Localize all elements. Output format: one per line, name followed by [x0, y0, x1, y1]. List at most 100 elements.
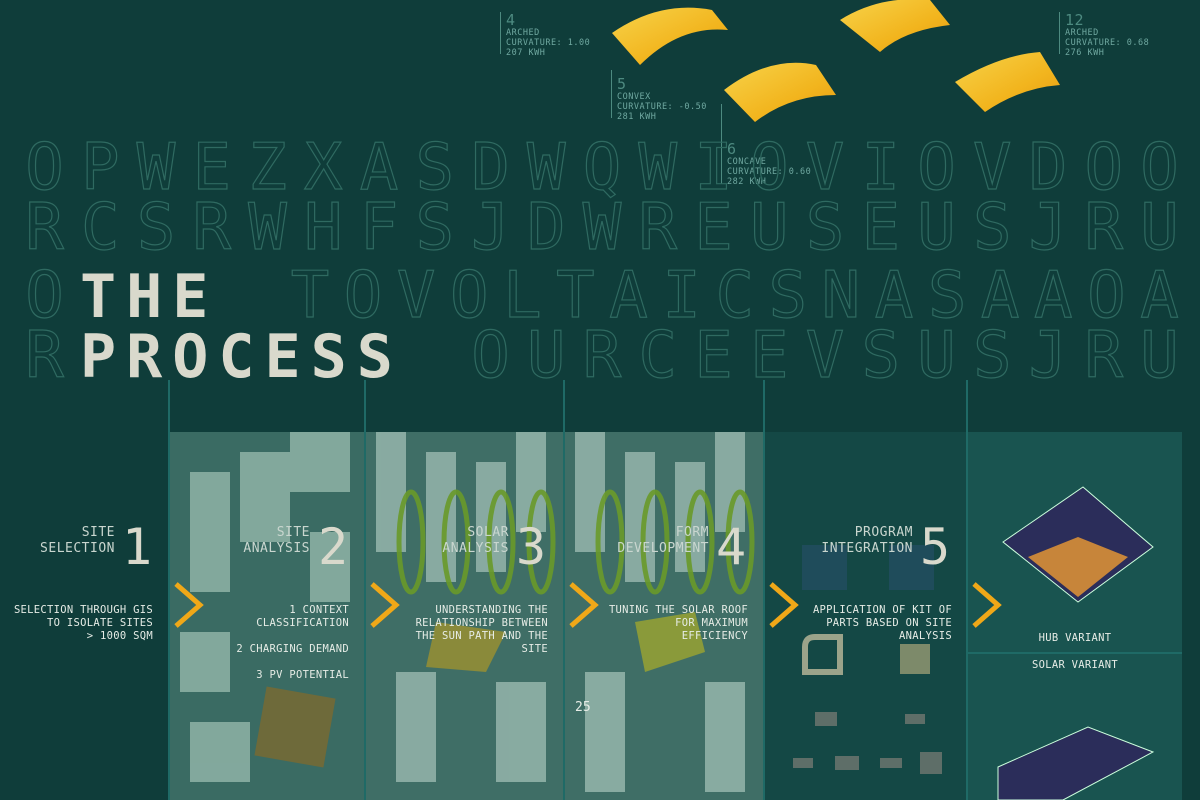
grid-letter: S	[861, 319, 901, 393]
grid-letter: R	[1084, 191, 1124, 265]
grid-letter: O	[471, 319, 511, 393]
grid-letter: D	[1028, 131, 1068, 205]
step-5-number: 5	[920, 518, 951, 576]
map-number-label: 25	[575, 700, 591, 715]
solar-analysis-map	[366, 432, 563, 800]
grid-letter: Q	[582, 131, 622, 205]
grid-letter: R	[1084, 319, 1124, 393]
site-analysis-map	[170, 432, 364, 800]
step-1-name: SITE SELECTION	[40, 525, 115, 556]
panel-5-shape	[724, 62, 836, 122]
grid-letter: R	[25, 191, 65, 265]
grid-letter: W	[136, 131, 176, 205]
solar-panel-variants	[612, 0, 1060, 122]
step-4-number: 4	[716, 518, 747, 576]
grid-letter: S	[972, 319, 1012, 393]
grid-letter: O	[1140, 131, 1180, 205]
grid-letter: S	[972, 191, 1012, 265]
grid-letter: R	[192, 191, 232, 265]
grid-letter: C	[638, 319, 678, 393]
grid-letter: J	[1028, 319, 1068, 393]
step-3-name: SOLAR ANALYSIS	[442, 525, 509, 556]
step-5-name: PROGRAM INTEGRATION	[821, 525, 913, 556]
grid-letter	[412, 324, 457, 388]
grid-letter: N	[821, 259, 861, 333]
grid-letter: W	[248, 191, 288, 265]
grid-letter: E	[694, 319, 734, 393]
grid-letter: I	[861, 131, 901, 205]
grid-letter: O	[343, 259, 383, 333]
step-2-description: 1 CONTEXT CLASSIFICATION 2 CHARGING DEMAND…	[236, 604, 349, 681]
solar-variant-label: SOLAR VARIANT	[1031, 659, 1119, 671]
panel-label-12: 12 ARCHED CURVATURE: 0.68 276 KWH	[1065, 11, 1150, 58]
title-the: THE	[80, 262, 219, 332]
grid-letter: E	[861, 191, 901, 265]
grid-letter: D	[471, 131, 511, 205]
grid-letter: L	[502, 259, 542, 333]
variants-panel: HUB VARIANT SOLAR VARIANT	[968, 432, 1182, 800]
grid-letter: S	[136, 191, 176, 265]
step-4-description: TUNING THE SOLAR ROOF FOR MAXIMUM EFFICIEN…	[608, 604, 748, 642]
grid-letter: S	[768, 259, 808, 333]
grid-letter: E	[749, 319, 789, 393]
grid-letter: A	[1140, 259, 1180, 333]
grid-letter: A	[359, 131, 399, 205]
panel-label-4: 4 ARCHED CURVATURE: 1.00 207 KWH	[506, 11, 591, 58]
panel-label-5: 5 CONVEX CURVATURE: -0.50 281 KWH	[617, 75, 707, 122]
solar-variant-roof	[997, 726, 1155, 800]
chevron-right-icon	[370, 582, 400, 628]
grid-letter: D	[526, 191, 566, 265]
grid-letter: U	[1140, 319, 1180, 393]
grid-letter: O	[749, 131, 789, 205]
step-2-name: SITE ANALYSIS	[243, 525, 310, 556]
grid-letter: U	[917, 319, 957, 393]
grid-letter: O	[449, 259, 489, 333]
grid-letter: S	[805, 191, 845, 265]
grid-letter: C	[715, 259, 755, 333]
chevron-right-icon	[769, 582, 799, 628]
grid-letter: E	[192, 131, 232, 205]
grid-letter: W	[582, 191, 622, 265]
grid-letter: V	[805, 319, 845, 393]
grid-letter: O	[1087, 259, 1127, 333]
grid-letter: S	[927, 259, 967, 333]
chevron-right-icon	[569, 582, 599, 628]
grid-letter: O	[1084, 131, 1124, 205]
grid-letter: R	[638, 191, 678, 265]
panel-label-6: 6 CONCAVE CURVATURE: 0.60 282 KWH	[727, 140, 812, 187]
grid-letter: Z	[248, 131, 288, 205]
step-3-description: UNDERSTANDING THE RELATIONSHIP BETWEEN THE…	[415, 604, 548, 655]
step-3-number: 3	[516, 518, 547, 576]
grid-letter: I	[694, 131, 734, 205]
grid-letter: A	[874, 259, 914, 333]
grid-letter: T	[556, 259, 596, 333]
grid-letter: V	[805, 131, 845, 205]
grid-letter: V	[396, 259, 436, 333]
grid-letter: U	[749, 191, 789, 265]
grid-letter: U	[526, 319, 566, 393]
grid-letter: O	[25, 131, 65, 205]
grid-letter: C	[80, 191, 120, 265]
panel-top-shape	[840, 0, 950, 52]
form-development-map	[565, 432, 763, 800]
step-1-description: SELECTION THROUGH GIS TO ISOLATE SITES > 1…	[13, 604, 153, 642]
grid-letter: T	[290, 259, 330, 333]
grid-letter: W	[638, 131, 678, 205]
grid-letter: P	[80, 131, 120, 205]
grid-letter: A	[980, 259, 1020, 333]
hub-variant-label: HUB VARIANT	[1038, 632, 1112, 644]
kit-of-parts	[765, 432, 966, 800]
title-process: PROCESS	[80, 322, 403, 392]
grid-letter: X	[303, 131, 343, 205]
grid-letter	[234, 264, 279, 328]
step-1-number: 1	[122, 518, 153, 576]
grid-letter: S	[415, 131, 455, 205]
panel-12-shape	[955, 52, 1060, 112]
grid-letter: A	[609, 259, 649, 333]
chevron-right-icon	[972, 582, 1002, 628]
grid-letter: I	[662, 259, 702, 333]
